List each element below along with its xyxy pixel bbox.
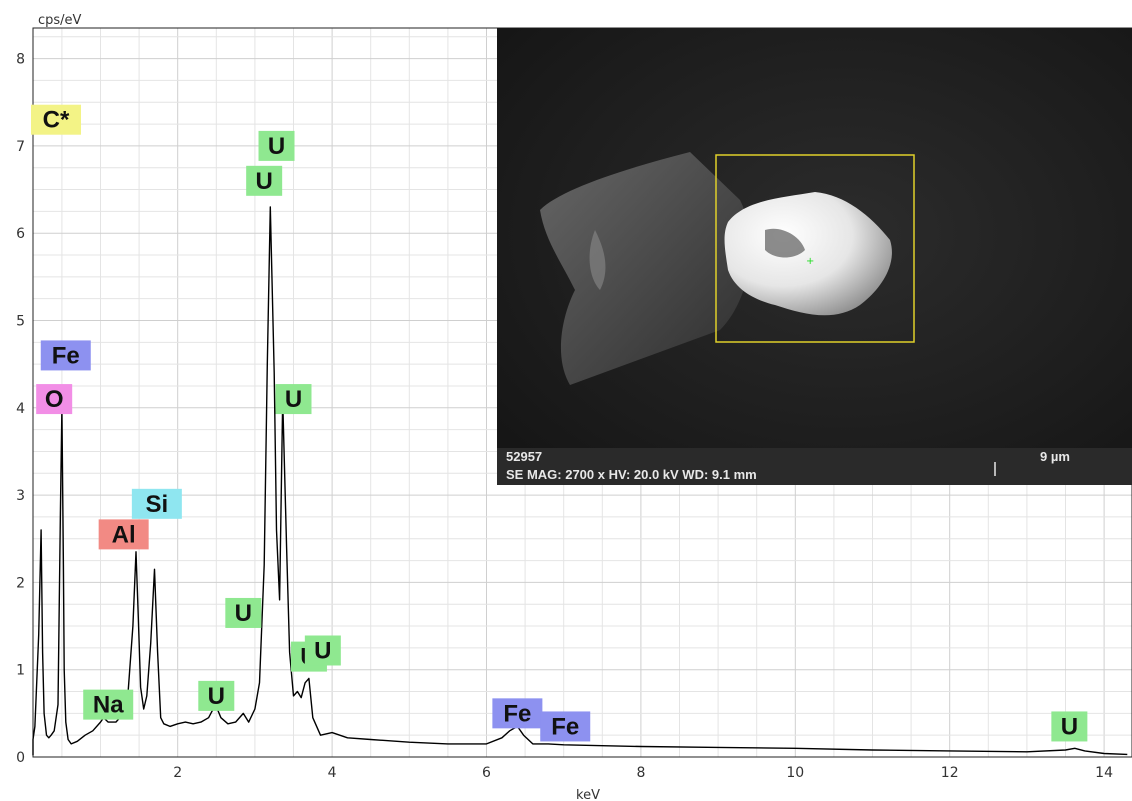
x-tick-label: 12 (941, 765, 959, 781)
sem-flake (540, 152, 751, 385)
spectrum-line (32, 206, 1128, 756)
peak-label-box (246, 165, 283, 196)
x-tick-label: 4 (328, 765, 337, 781)
sem-roi-box (715, 154, 915, 343)
peak-label-text: U (314, 637, 331, 664)
peak-label-text: U (208, 683, 225, 710)
peak-label-u: U (304, 635, 341, 666)
x-axis-label: keV (576, 788, 600, 801)
sem-particle (724, 192, 892, 316)
sem-particle-shadow (765, 228, 805, 258)
peak-label-box (258, 130, 295, 161)
y-tick-label: 8 (16, 52, 25, 68)
peak-label-box (131, 488, 182, 519)
peak-label-box (540, 711, 591, 742)
y-tick-label: 2 (16, 575, 25, 591)
peak-label-u: U (258, 130, 295, 161)
peak-label-c-star: C* (31, 104, 81, 135)
y-tick-label: 5 (16, 314, 25, 330)
sem-info-bar (497, 448, 1132, 485)
peak-label-text: Na (93, 692, 124, 719)
peak-label-o: O (36, 384, 73, 415)
peak-label-box (225, 597, 262, 628)
peak-label-fe: Fe (40, 340, 91, 371)
x-tick-label: 6 (482, 765, 491, 781)
peak-label-box (83, 689, 134, 720)
sem-micrograph: + 52957 SE MAG: 2700 x HV: 20.0 kV WD: 9… (497, 28, 1132, 485)
peak-label-box (36, 384, 73, 415)
peak-label-text: U (285, 386, 302, 413)
y-axis-label: cps/eV (38, 13, 82, 28)
peak-label-box (1051, 711, 1088, 742)
x-tick-label: 8 (636, 765, 645, 781)
peak-label-u: U (275, 384, 312, 415)
peak-label-fe: Fe (492, 698, 543, 729)
sem-info: SE MAG: 2700 x HV: 20.0 kV WD: 9.1 mm (506, 467, 757, 482)
x-tick-label: 10 (786, 765, 804, 781)
y-tick-label: 4 (16, 401, 25, 417)
sem-crosshair: + (806, 256, 814, 267)
peak-label-box (275, 384, 312, 415)
peak-label-box (40, 340, 91, 371)
sem-sample-id: 52957 (506, 449, 542, 464)
peak-label-text: O (45, 386, 64, 413)
y-tick-label: 3 (16, 488, 25, 504)
y-tick-label: 1 (16, 663, 25, 679)
peak-label-u: U (198, 680, 235, 711)
peak-label-text: Fe (503, 700, 531, 727)
sem-scale-label: 9 µm (1040, 449, 1070, 464)
y-tick-label: 7 (16, 139, 25, 155)
y-tick-label: 0 (16, 750, 25, 766)
peak-label-na: Na (83, 689, 134, 720)
x-tick-label: 14 (1095, 765, 1113, 781)
peak-label-text: Si (146, 491, 169, 518)
peak-label-box (304, 635, 341, 666)
peak-label-text: U (255, 168, 272, 195)
peak-label-u: U (246, 165, 283, 196)
peak-label-box (198, 680, 235, 711)
peak-label-box (492, 698, 543, 729)
peak-label-box (98, 519, 149, 550)
peak-label-u: U (225, 597, 262, 628)
peak-label-fe: Fe (540, 711, 591, 742)
peak-label-si: Si (131, 488, 182, 519)
peak-label-al: Al (98, 519, 149, 550)
x-tick-label: 2 (173, 765, 182, 781)
peak-label-text: U (235, 600, 252, 627)
peak-label-text: Al (112, 521, 136, 548)
peak-label-text: U (268, 133, 285, 160)
peak-label-box (31, 104, 81, 135)
peak-label-u: U (1051, 711, 1088, 742)
peak-label-text: Fe (551, 713, 579, 740)
sem-flake-highlight (589, 230, 606, 290)
peak-label-text: Fe (52, 342, 80, 369)
peak-label-text: C* (43, 107, 70, 134)
peak-label-text: U (1061, 713, 1078, 740)
y-tick-label: 6 (16, 226, 25, 242)
peak-labels: C*OFeNaAlSiUUUUUUUFeFeU (31, 104, 1088, 742)
